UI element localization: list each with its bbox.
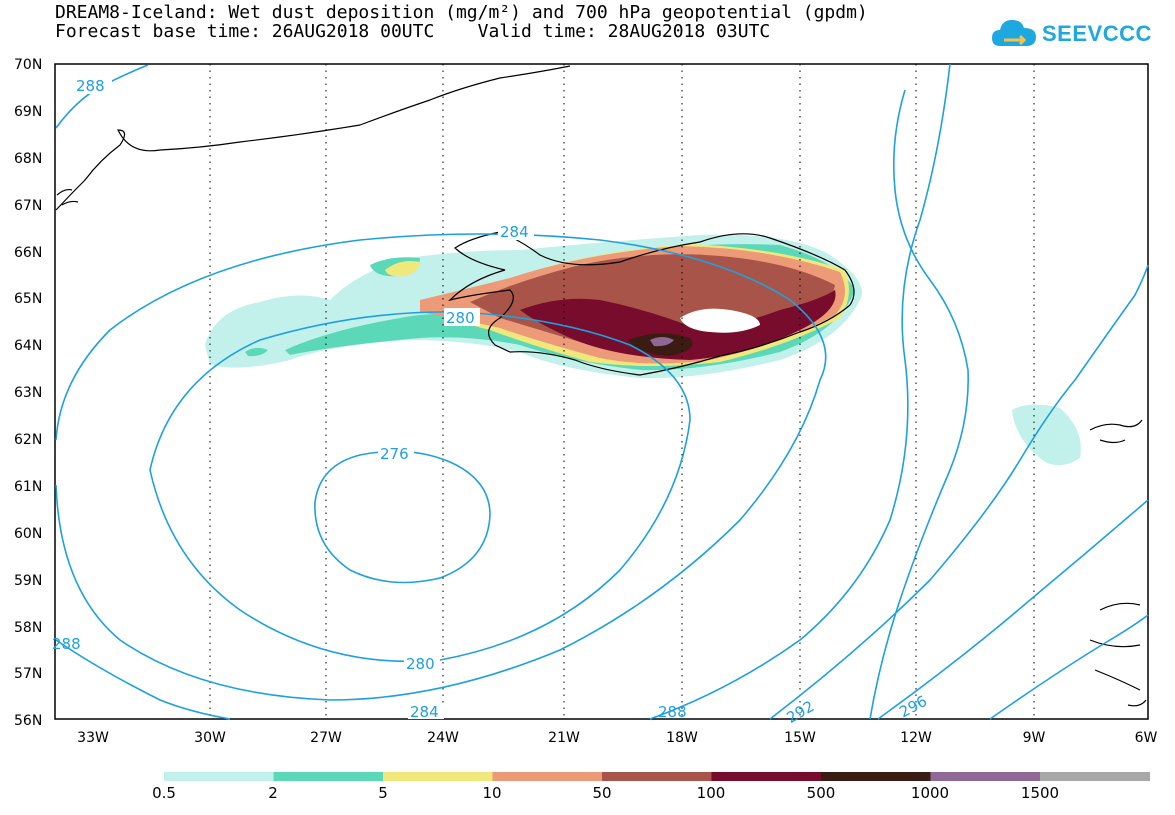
colorbar-swatch	[273, 772, 384, 781]
map-frame	[54, 63, 1149, 720]
lon-label: 21W	[548, 730, 580, 746]
lon-label: 9W	[1023, 730, 1046, 746]
latitude-labels: 70N 69N 68N 67N 66N 65N 64N 63N 62N 61N …	[14, 57, 42, 729]
contour-label: 284	[500, 223, 529, 241]
lon-label: 27W	[310, 730, 342, 746]
longitude-labels: 33W 30W 27W 24W 21W 18W 15W 12W 9W 6W	[77, 730, 1157, 746]
lat-label: 69N	[14, 104, 42, 120]
contour-label: 288	[52, 635, 81, 653]
coastlines	[55, 65, 1147, 707]
lat-label: 64N	[14, 338, 42, 354]
colorbar-label: 50	[592, 784, 612, 802]
lat-label: 56N	[14, 713, 42, 729]
lat-label: 68N	[14, 151, 42, 167]
logo-text: SEEVCCC	[1042, 21, 1152, 46]
colorbar-swatch	[164, 772, 274, 781]
forecast-times: Forecast base time: 26AUG2018 00UTC Vali…	[55, 21, 771, 42]
lon-label: 6W	[1135, 730, 1158, 746]
colorbar-label: 2	[268, 784, 278, 802]
lon-label: 18W	[666, 730, 698, 746]
lat-label: 58N	[14, 620, 42, 636]
contour-label: 276	[380, 445, 409, 463]
colorbar	[164, 772, 1150, 781]
colorbar-label: 5	[378, 784, 388, 802]
lon-label: 33W	[77, 730, 109, 746]
lat-label: 62N	[14, 432, 42, 448]
lon-label: 30W	[194, 730, 226, 746]
colorbar-swatch	[383, 772, 493, 781]
lat-label: 66N	[14, 245, 42, 261]
cloud-icon	[992, 20, 1036, 46]
colorbar-swatch	[711, 772, 822, 781]
contour-label: 280	[446, 309, 475, 327]
colorbar-label: 500	[806, 784, 836, 802]
contour-label: 280	[406, 655, 435, 673]
lat-label: 65N	[14, 291, 42, 307]
colorbar-label: 10	[482, 784, 502, 802]
map-title: DREAM8-Iceland: Wet dust deposition (mg/…	[55, 2, 868, 23]
lat-label: 70N	[14, 57, 42, 73]
seevccc-logo: SEEVCCC	[990, 14, 1151, 56]
dust-deposition-field	[205, 234, 1081, 466]
contour-label: 288	[76, 77, 105, 95]
colorbar-swatch	[930, 772, 1041, 781]
colorbar-swatch	[602, 772, 712, 781]
colorbar-swatch	[821, 772, 931, 781]
lat-label: 60N	[14, 526, 42, 542]
lon-label: 24W	[427, 730, 459, 746]
lat-label: 67N	[14, 198, 42, 214]
colorbar-label: 100	[696, 784, 726, 802]
colorbar-label: 1000	[910, 784, 950, 802]
colorbar-label: 0.5	[152, 784, 176, 802]
contour-label: 288	[658, 703, 687, 721]
lon-label: 15W	[784, 730, 816, 746]
lon-label: 12W	[900, 730, 932, 746]
lat-label: 63N	[14, 385, 42, 401]
colorbar-label: 1500	[1020, 784, 1060, 802]
lat-label: 57N	[14, 666, 42, 682]
contour-label: 284	[410, 703, 439, 721]
geopotential-contours	[55, 63, 1149, 720]
lat-label: 59N	[14, 573, 42, 589]
colorbar-swatch	[1040, 772, 1150, 781]
lat-label: 61N	[14, 479, 42, 495]
colorbar-swatch	[492, 772, 603, 781]
